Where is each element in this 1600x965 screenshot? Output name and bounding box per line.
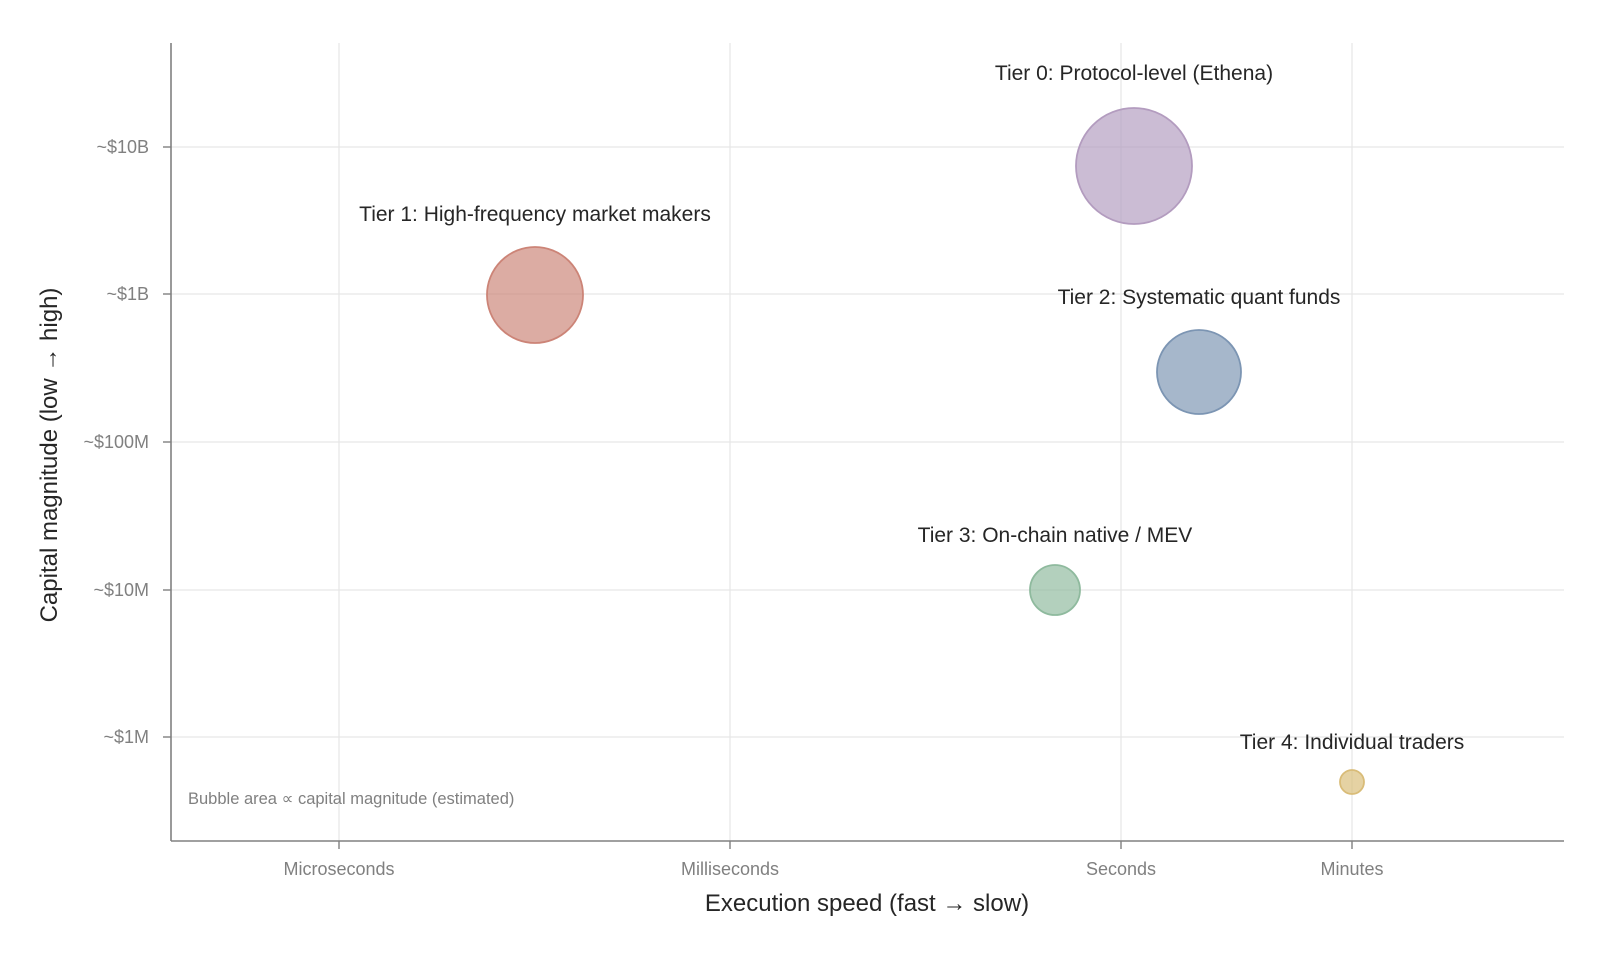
bubble-tier-0: [1075, 107, 1193, 225]
bubble-tier-3: [1029, 564, 1081, 616]
x-tick-label: Milliseconds: [681, 859, 779, 879]
y-tick-label: ~$100M: [83, 432, 149, 452]
bubble-label-tier-1: Tier 1: High-frequency market makers: [359, 203, 711, 226]
bubble-labels: Tier 0: Protocol-level (Ethena) Tier 1: H…: [359, 62, 1464, 754]
y-axis-title: Capital magnitude (low → high): [36, 288, 63, 623]
x-tick-label: Seconds: [1086, 859, 1156, 879]
x-tick-label: Microseconds: [283, 859, 394, 879]
grid: [171, 43, 1564, 841]
bubble-label-tier-4: Tier 4: Individual traders: [1240, 731, 1465, 754]
bubble-label-tier-2: Tier 2: Systematic quant funds: [1058, 286, 1341, 309]
ticks: Microseconds Milliseconds Seconds Minutes ~$…: [83, 137, 1383, 879]
bubble-tier-1: [486, 246, 584, 344]
y-tick-label: ~$10B: [96, 137, 149, 157]
bubble-label-tier-3: Tier 3: On-chain native / MEV: [918, 524, 1193, 547]
y-tick-label: ~$1M: [103, 727, 149, 747]
bubble-tier-2: [1156, 329, 1242, 415]
y-tick-label: ~$1B: [106, 284, 149, 304]
bubbles: [486, 107, 1365, 795]
bubble-label-tier-0: Tier 0: Protocol-level (Ethena): [995, 62, 1273, 85]
x-tick-label: Minutes: [1320, 859, 1383, 879]
bubble-tier-4: [1339, 769, 1365, 795]
bubble-size-note: Bubble area ∝ capital magnitude (estimat…: [188, 790, 514, 808]
y-tick-label: ~$10M: [93, 580, 149, 600]
x-axis-title: Execution speed (fast → slow): [705, 890, 1029, 917]
